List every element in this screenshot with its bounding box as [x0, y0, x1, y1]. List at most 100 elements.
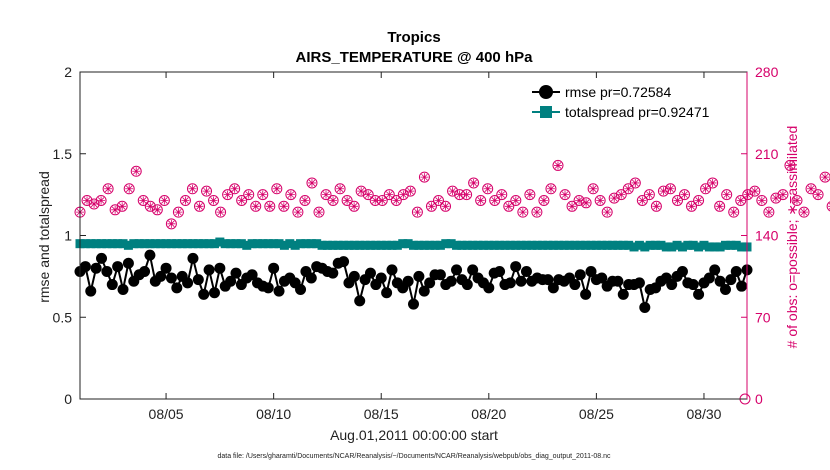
- obs-point: [587, 183, 599, 195]
- rmse-point: [348, 270, 360, 282]
- totalspread-point: [360, 240, 370, 250]
- rmse-point: [494, 265, 506, 277]
- chart-subtitle: AIRS_TEMPERATURE @ 400 hPa: [296, 49, 534, 66]
- obs-point: [594, 194, 606, 206]
- rmse-point: [246, 269, 258, 281]
- totalspread-point: [710, 242, 720, 252]
- obs-point: [770, 192, 782, 204]
- rmse-point: [225, 275, 237, 287]
- obs-point: [756, 194, 768, 206]
- obs-point: [468, 177, 480, 189]
- totalspread-point: [731, 240, 741, 250]
- totalspread-point: [629, 242, 639, 252]
- totalspread-point: [737, 242, 747, 252]
- obs-point: [482, 183, 494, 195]
- rmse-point: [569, 279, 581, 291]
- x-tick-label: 08/25: [579, 406, 614, 422]
- totalspread-point: [274, 239, 284, 249]
- totalspread-point: [365, 240, 375, 250]
- totalspread-point: [118, 239, 128, 249]
- rmse-point: [305, 272, 317, 284]
- rmse-point: [461, 279, 473, 291]
- totalspread-point: [382, 240, 392, 250]
- totalspread-point: [317, 240, 327, 250]
- obs-point: [573, 194, 585, 206]
- rmse-point: [580, 288, 592, 300]
- obs-point: [208, 194, 220, 206]
- obs-point: [81, 194, 93, 206]
- totalspread-point: [511, 240, 521, 250]
- obs-point: [791, 194, 803, 206]
- obs-point: [390, 194, 402, 206]
- totalspread-point: [102, 239, 112, 249]
- obs-point: [432, 194, 444, 206]
- totalspread-point: [80, 239, 90, 249]
- rmse-point: [139, 265, 151, 277]
- totalspread-point: [656, 240, 666, 250]
- rmse-point: [617, 288, 629, 300]
- obs-point: [622, 183, 634, 195]
- y-axis-right-label: # of obs: o=possible; ∗=assimilated: [784, 126, 800, 349]
- totalspread-point: [672, 240, 682, 250]
- totalspread-point: [581, 240, 591, 250]
- obs-point: [88, 198, 100, 210]
- totalspread-point: [301, 239, 311, 249]
- rmse-point: [714, 275, 726, 287]
- totalspread-point: [720, 240, 730, 250]
- totalspread-point: [355, 240, 365, 250]
- rmse-point: [273, 285, 285, 297]
- totalspread-point: [484, 240, 494, 250]
- plot-area: [80, 72, 747, 399]
- obs-point: [566, 200, 578, 212]
- obs-point: [700, 183, 712, 195]
- rmse-point: [262, 282, 274, 294]
- obs-point: [475, 194, 487, 206]
- obs-point: [320, 189, 332, 201]
- totalspread-point: [166, 239, 176, 249]
- totalspread-point: [634, 240, 644, 250]
- rmse-point: [402, 275, 414, 287]
- obs-point: [636, 194, 648, 206]
- totalspread-point: [172, 239, 182, 249]
- rmse-point: [574, 269, 586, 281]
- rmse-point: [106, 279, 118, 291]
- obs-point: [236, 194, 248, 206]
- totalspread-point: [457, 240, 467, 250]
- rmse-point: [719, 283, 731, 295]
- rmse-point: [208, 287, 220, 299]
- totalspread-point: [312, 239, 322, 249]
- totalspread-point: [688, 240, 698, 250]
- x-tick-label: 08/05: [149, 406, 184, 422]
- totalspread-point: [645, 240, 655, 250]
- totalspread-point: [468, 240, 478, 250]
- rmse-point: [354, 295, 366, 307]
- rmse-point: [418, 285, 430, 297]
- totalspread-point: [446, 239, 456, 249]
- totalspread-point: [478, 240, 488, 250]
- y-tick-label: 0: [64, 391, 72, 407]
- obs-point: [306, 177, 318, 189]
- y-right-tick-label: 210: [755, 146, 779, 162]
- totalspread-point: [285, 239, 295, 249]
- obs-point: [440, 200, 452, 212]
- rmse-point: [483, 282, 495, 294]
- obs-point: [243, 189, 255, 201]
- totalspread-point: [564, 240, 574, 250]
- totalspread-point: [123, 240, 133, 250]
- totalspread-point: [694, 242, 704, 252]
- totalspread-point: [704, 242, 714, 252]
- rmse-point: [639, 301, 651, 313]
- obs-point: [355, 185, 367, 197]
- obs-point: [193, 200, 205, 212]
- totalspread-point: [398, 239, 408, 249]
- obs-point: [629, 177, 641, 189]
- totalspread-point: [414, 240, 424, 250]
- rmse-point: [445, 275, 457, 287]
- obs-point: [608, 192, 620, 204]
- totalspread-point: [113, 239, 123, 249]
- totalspread-point: [441, 239, 451, 249]
- obs-point: [397, 189, 409, 201]
- obs-point: [313, 206, 325, 218]
- totalspread-point: [145, 239, 155, 249]
